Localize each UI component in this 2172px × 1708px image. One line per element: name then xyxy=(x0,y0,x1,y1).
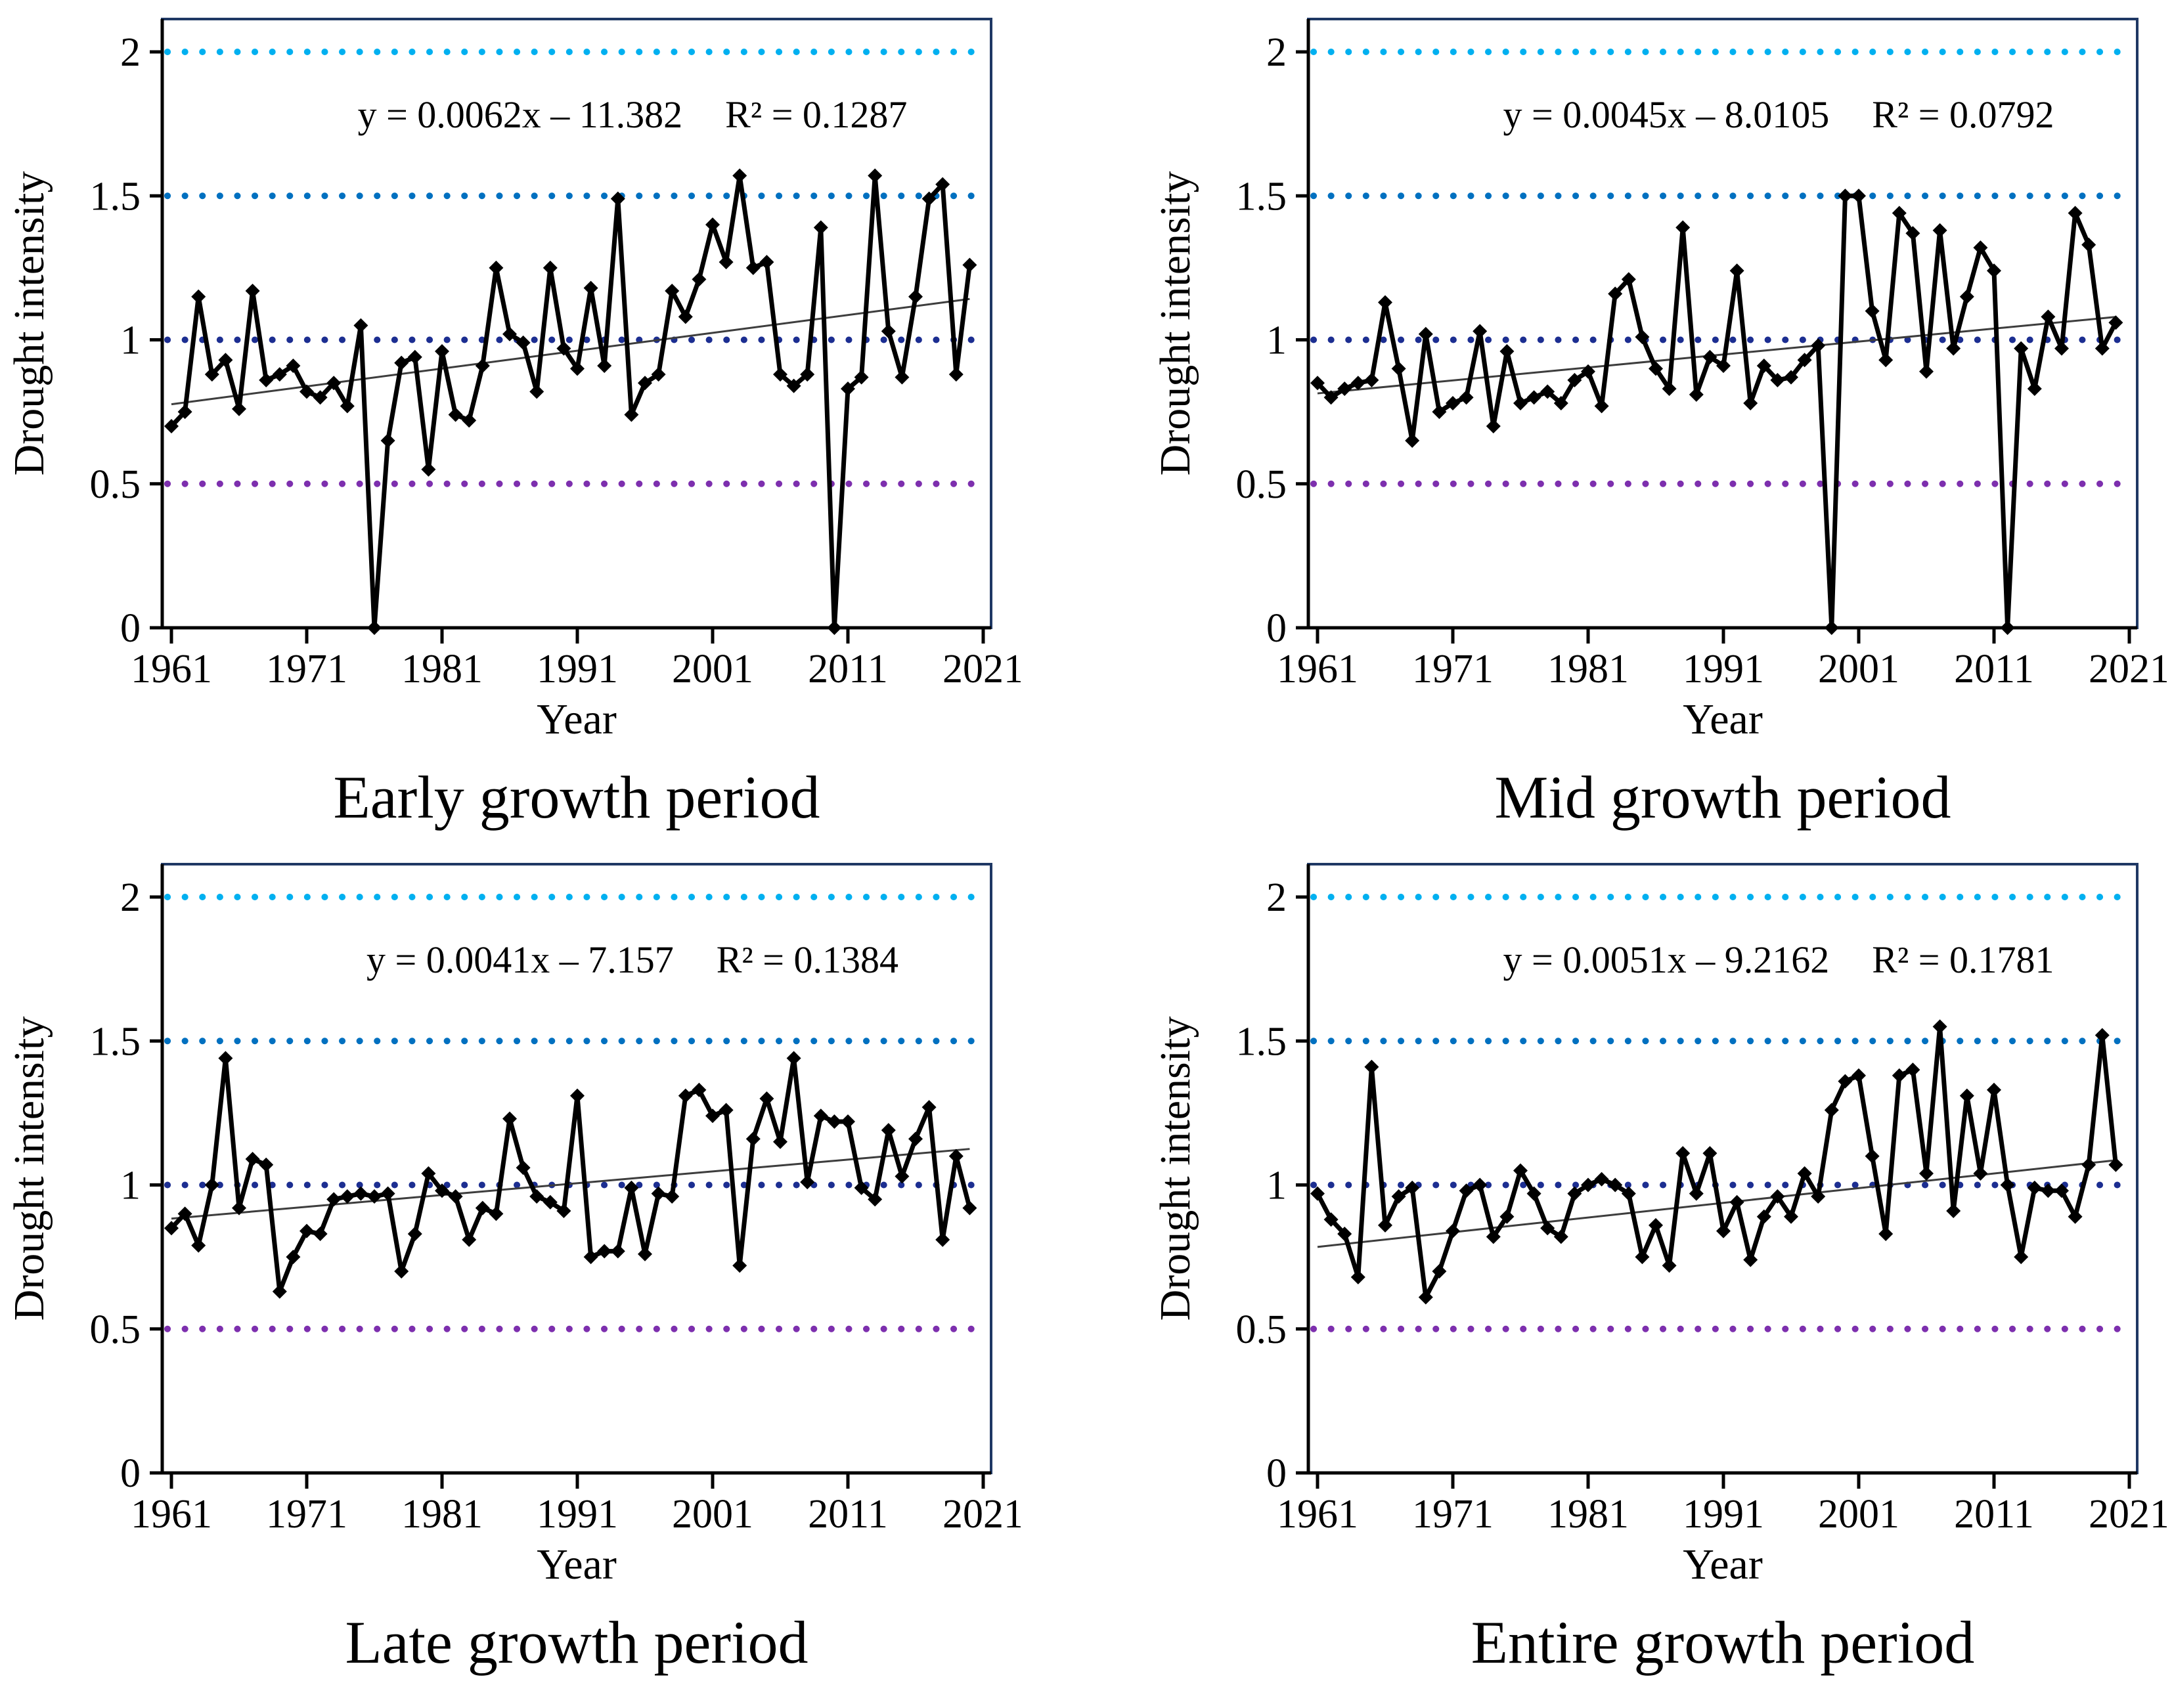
panel-caption-mid: Mid growth period xyxy=(1494,764,1951,831)
y-tick-label: 1.5 xyxy=(90,174,141,219)
x-tick-label: 1971 xyxy=(266,647,347,691)
entire-growth-chart: 0 0.5 1 1.5 2 1961 1971 1981 1991 2001 2011 2021 Yea… xyxy=(1155,863,2167,1588)
panel-caption-late: Late growth period xyxy=(345,1609,809,1676)
y-tick-label: 1.5 xyxy=(90,1019,141,1064)
x-axis-title: Year xyxy=(1683,1541,1763,1588)
x-axis-title: Year xyxy=(537,695,617,743)
x-tick-label: 1971 xyxy=(1412,1492,1494,1537)
x-axis-title: Year xyxy=(537,1541,617,1588)
plot-frame xyxy=(1307,18,2139,629)
plot-frame xyxy=(161,18,992,629)
r-squared-label: R² = 0.1287 xyxy=(725,93,907,136)
r-squared-label: R² = 0.1781 xyxy=(1872,938,2054,981)
panel-entire-growth: 0 0.5 1 1.5 2 1961 1971 1981 1991 2001 2011 2021 Yea… xyxy=(1155,854,2167,1699)
x-tick-label: 1991 xyxy=(537,1492,618,1537)
y-tick-label: 0 xyxy=(1266,1451,1287,1496)
x-tick-label: 2001 xyxy=(1818,647,1899,691)
x-tick-label: 1981 xyxy=(401,1492,483,1537)
x-tick-label: 1961 xyxy=(131,647,212,691)
x-tick-label: 2011 xyxy=(808,647,888,691)
x-tick-label: 1961 xyxy=(1277,647,1358,691)
regression-equation: y = 0.0062x – 11.382 xyxy=(358,93,683,136)
x-tick-label: 1971 xyxy=(1412,647,1494,691)
x-tick-label: 1961 xyxy=(131,1492,212,1537)
y-tick-label: 0 xyxy=(1266,606,1287,651)
y-axis-title: Drought intensity xyxy=(9,1017,53,1321)
panel-mid-growth: 0 0.5 1 1.5 2 1961 1971 1981 1991 2001 2011 2021 Yea… xyxy=(1155,9,2167,854)
y-tick-label: 1 xyxy=(1266,1164,1287,1208)
regression-equation: y = 0.0051x – 9.2162 xyxy=(1503,938,1829,981)
y-axis-title: Drought intensity xyxy=(9,171,53,476)
y-tick-label: 0 xyxy=(120,1451,141,1496)
x-tick-label: 2021 xyxy=(942,647,1021,691)
early-growth-chart: 0 0.5 1 1.5 2 1961 1971 1981 1991 2001 2011 2021 Yea… xyxy=(9,18,1021,743)
x-tick-label: 2011 xyxy=(1954,647,2034,691)
x-tick-label: 2021 xyxy=(2089,647,2167,691)
x-tick-label: 1961 xyxy=(1277,1492,1358,1537)
x-axis-title: Year xyxy=(1683,695,1763,743)
y-tick-label: 1 xyxy=(120,318,141,363)
y-tick-label: 2 xyxy=(1266,875,1287,920)
regression-equation: y = 0.0041x – 7.157 xyxy=(366,938,674,981)
plot-frame xyxy=(161,863,992,1475)
series-line xyxy=(1315,1024,2118,1300)
trend-line xyxy=(171,1148,970,1220)
equation-label: y = 0.0062x – 11.382 R² = 0.1287 xyxy=(358,93,908,136)
panel-early-growth: 0 0.5 1 1.5 2 1961 1971 1981 1991 2001 2011 2021 Yea… xyxy=(9,9,1021,854)
y-tick-label: 0.5 xyxy=(1236,462,1287,507)
panel-caption-entire: Entire growth period xyxy=(1471,1609,1975,1676)
x-tick-label: 2001 xyxy=(672,647,753,691)
x-tick-label: 2021 xyxy=(2089,1492,2167,1537)
x-tick-label: 1991 xyxy=(1683,1492,1764,1537)
y-tick-label: 1 xyxy=(120,1164,141,1208)
y-tick-label: 0.5 xyxy=(1236,1307,1287,1352)
x-tick-label: 2011 xyxy=(808,1492,888,1537)
x-tick-label: 1981 xyxy=(1547,647,1629,691)
late-growth-chart: 0 0.5 1 1.5 2 1961 1971 1981 1991 2001 2011 2021 Yea… xyxy=(9,863,1021,1588)
r-squared-label: R² = 0.1384 xyxy=(717,938,898,981)
regression-equation: y = 0.0045x – 8.0105 xyxy=(1503,93,1829,136)
x-tick-label: 2001 xyxy=(672,1492,753,1537)
x-tick-label: 2021 xyxy=(942,1492,1021,1537)
mid-growth-chart: 0 0.5 1 1.5 2 1961 1971 1981 1991 2001 2011 2021 Yea… xyxy=(1155,18,2167,743)
y-tick-label: 0.5 xyxy=(90,462,141,507)
equation-label: y = 0.0051x – 9.2162 R² = 0.1781 xyxy=(1503,938,2054,981)
x-tick-label: 1991 xyxy=(1683,647,1764,691)
equation-label: y = 0.0041x – 7.157 R² = 0.1384 xyxy=(366,938,898,981)
y-tick-label: 1.5 xyxy=(1236,174,1287,219)
x-tick-label: 2011 xyxy=(1954,1492,2034,1537)
y-tick-label: 1 xyxy=(1266,318,1287,363)
r-squared-label: R² = 0.0792 xyxy=(1872,93,2054,136)
equation-label: y = 0.0045x – 8.0105 R² = 0.0792 xyxy=(1503,93,2054,136)
y-tick-label: 0 xyxy=(120,606,141,651)
y-axis-title: Drought intensity xyxy=(1155,171,1199,476)
x-tick-label: 1991 xyxy=(537,647,618,691)
y-tick-label: 0.5 xyxy=(90,1307,141,1352)
x-tick-label: 2001 xyxy=(1818,1492,1899,1537)
y-tick-label: 2 xyxy=(1266,30,1287,75)
y-tick-label: 2 xyxy=(120,30,141,75)
panel-caption-early: Early growth period xyxy=(333,764,820,831)
x-tick-label: 1981 xyxy=(401,647,483,691)
y-tick-label: 1.5 xyxy=(1236,1019,1287,1064)
x-tick-label: 1981 xyxy=(1547,1492,1629,1537)
y-axis-title: Drought intensity xyxy=(1155,1017,1199,1321)
x-tick-label: 1971 xyxy=(266,1492,347,1537)
y-tick-label: 2 xyxy=(120,875,141,920)
trend-line xyxy=(1317,316,2116,395)
panel-late-growth: 0 0.5 1 1.5 2 1961 1971 1981 1991 2001 2011 2021 Yea… xyxy=(9,854,1021,1699)
